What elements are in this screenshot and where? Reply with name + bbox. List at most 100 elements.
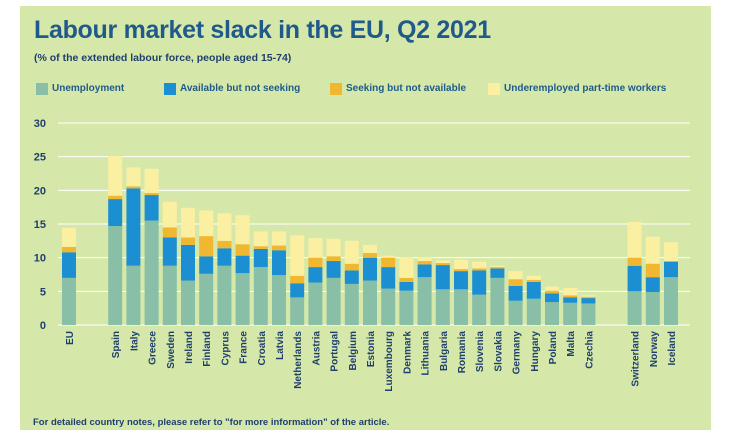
- bar-segment-romania-s2: [454, 269, 468, 272]
- bar-segment-denmark-s0: [399, 290, 414, 325]
- bar-segment-italy-s0: [126, 265, 141, 325]
- bar-segment-slovenia-s1: [472, 270, 487, 295]
- bar-segment-belgium-s1: [344, 270, 359, 284]
- bar-segment-finland-s2: [199, 236, 214, 257]
- bar-segment-italy-s1: [126, 188, 141, 266]
- bar-segment-eu-s1: [62, 252, 76, 278]
- bar-segment-czechia-s3: [581, 295, 596, 297]
- bar-segment-eu-s3: [62, 228, 76, 247]
- bar-segment-italy-s2: [126, 186, 141, 189]
- bar-segment-estonia-s2: [363, 252, 377, 258]
- x-tick-label: Bulgaria: [439, 331, 450, 371]
- bar-segment-ireland-s0: [181, 280, 195, 325]
- bar-segment-greece-s3: [144, 168, 159, 194]
- bar-segment-netherlands-s1: [290, 283, 305, 298]
- bar-segment-germany-s3: [508, 271, 523, 280]
- bar-segment-norway-s3: [645, 236, 660, 264]
- bar-segment-norway-s2: [645, 263, 660, 278]
- x-tick-label: Finland: [202, 331, 213, 367]
- bar-segment-slovakia-s3: [490, 265, 505, 268]
- bar-segment-estonia-s1: [363, 257, 377, 281]
- bar-segment-iceland-s3: [664, 242, 678, 262]
- bar-segment-italy-s3: [126, 167, 141, 187]
- bar-segment-denmark-s3: [399, 256, 414, 278]
- bar-segment-sweden-s3: [162, 201, 177, 228]
- x-tick-label: Czechia: [584, 331, 595, 369]
- x-tick-label: Malta: [566, 331, 577, 357]
- bar-segment-croatia-s3: [253, 231, 268, 247]
- bar-segment-ireland-s2: [181, 237, 195, 245]
- bar-segment-estonia-s3: [363, 244, 377, 253]
- x-tick-label: Slovakia: [493, 331, 504, 372]
- x-tick-label: Romania: [457, 331, 468, 374]
- x-tick-label: Netherlands: [293, 331, 304, 389]
- x-tick-label: Estonia: [366, 331, 377, 368]
- bar-segment-austria-s2: [308, 257, 323, 268]
- bar-segment-denmark-s2: [399, 277, 414, 282]
- legend-swatch-seeking-not-available: [330, 83, 342, 95]
- bar-segment-cyprus-s0: [217, 265, 232, 325]
- chart-title: Labour market slack in the EU, Q2 2021: [34, 16, 491, 44]
- x-tick-label: Germany: [512, 331, 523, 375]
- x-tick-label: Italy: [129, 331, 140, 351]
- bar-segment-ireland-s1: [181, 244, 195, 281]
- x-tick-label: Portugal: [330, 331, 341, 372]
- bar-segment-bulgaria-s1: [435, 265, 450, 290]
- bar-segment-luxembourg-s3: [381, 255, 396, 258]
- bar-segment-romania-s0: [454, 289, 468, 325]
- y-tick-label: 20: [34, 185, 46, 197]
- bar-segment-poland-s3: [545, 286, 559, 291]
- bar-segment-hungary-s0: [526, 298, 541, 325]
- bar-segment-slovenia-s2: [472, 268, 487, 271]
- bar-segment-spain-s1: [108, 199, 123, 227]
- legend-label-available-not-seeking: Available but not seeking: [180, 83, 301, 94]
- x-tick-label: Hungary: [530, 331, 541, 372]
- x-tick-label: Switzerland: [631, 331, 642, 387]
- bar-segment-lithuania-s2: [417, 261, 432, 265]
- bar-segment-iceland-s2: [664, 261, 678, 262]
- bar-segment-croatia-s0: [253, 267, 268, 325]
- bar-segment-germany-s1: [508, 285, 523, 301]
- bar-segment-spain-s0: [108, 226, 123, 325]
- bar-segment-austria-s1: [308, 267, 323, 283]
- x-tick-label: Denmark: [402, 331, 413, 374]
- y-tick-label: 30: [34, 118, 46, 130]
- y-tick-label: 10: [34, 253, 46, 265]
- bar-segment-malta-s3: [563, 287, 578, 296]
- bar-segment-france-s2: [235, 244, 250, 256]
- y-tick-label: 25: [34, 152, 46, 164]
- bar-segment-switzerland-s3: [627, 221, 642, 258]
- bar-segment-malta-s0: [563, 302, 578, 325]
- bar-segment-sweden-s1: [162, 237, 177, 266]
- x-tick-label: Greece: [148, 331, 159, 365]
- bar-segment-finland-s3: [199, 210, 214, 237]
- legend-swatch-available-not-seeking: [164, 83, 176, 95]
- x-tick-label: Luxembourg: [384, 331, 395, 392]
- bar-segment-finland-s0: [199, 273, 214, 325]
- x-tick-label: Lithuania: [421, 331, 432, 376]
- bar-segment-poland-s2: [545, 290, 559, 294]
- bar-segment-portugal-s0: [326, 277, 341, 325]
- y-tick-label: 15: [34, 219, 46, 231]
- legend-swatch-unemployment: [36, 83, 48, 95]
- bar-segment-romania-s3: [454, 259, 468, 270]
- bar-segment-malta-s2: [563, 295, 578, 298]
- bar-segment-slovakia-s1: [490, 268, 505, 278]
- bar-segment-latvia-s3: [272, 231, 286, 246]
- bar-segment-switzerland-s1: [627, 265, 642, 292]
- bar-segment-greece-s1: [144, 195, 159, 221]
- bar-segment-luxembourg-s1: [381, 267, 396, 289]
- bar-segment-norway-s0: [645, 292, 660, 325]
- bar-segment-portugal-s1: [326, 261, 341, 278]
- bar-segment-netherlands-s0: [290, 297, 305, 325]
- x-tick-label: Slovenia: [475, 331, 486, 373]
- bar-segment-hungary-s1: [526, 281, 541, 299]
- bar-segment-greece-s2: [144, 193, 159, 196]
- x-tick-label: Poland: [548, 331, 559, 364]
- bar-segment-lithuania-s3: [417, 256, 432, 262]
- bar-segment-croatia-s1: [253, 248, 268, 268]
- bar-segment-eu-s0: [62, 277, 76, 325]
- y-tick-label: 0: [40, 320, 46, 332]
